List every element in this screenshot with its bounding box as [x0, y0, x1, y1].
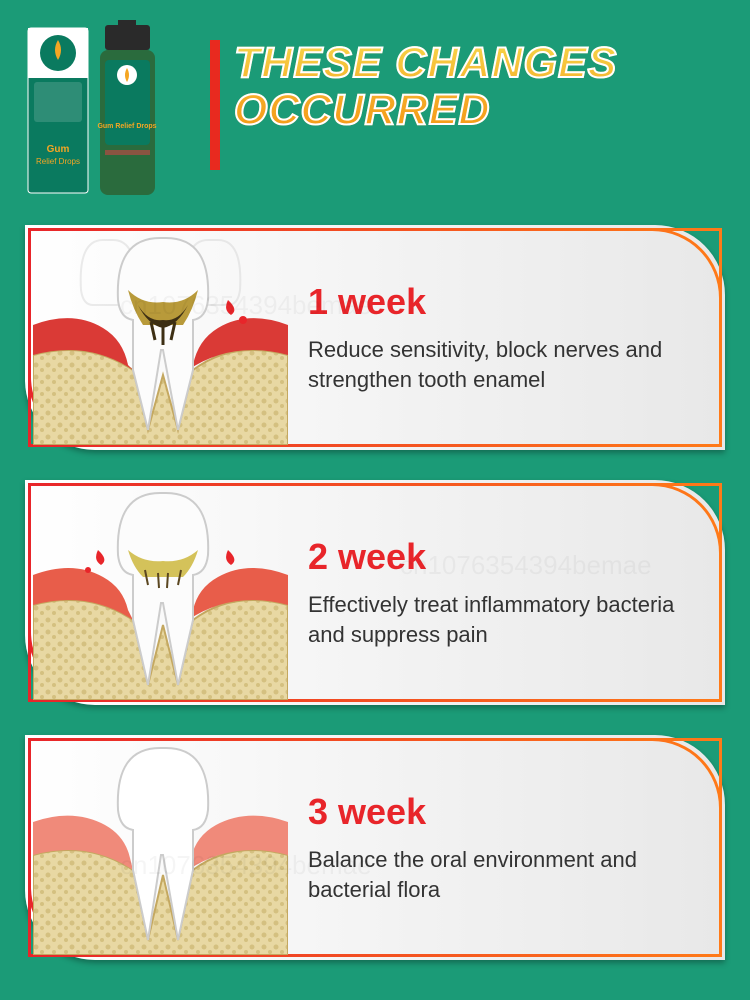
week-desc: Effectively treat inflammatory bacteria … [308, 590, 695, 649]
tooth-diagram-week1 [33, 230, 288, 445]
week-title: 1 week [308, 281, 695, 323]
title-block: THESE CHANGES OCCURRED [210, 20, 617, 170]
svg-text:Gum Relief Drops: Gum Relief Drops [97, 123, 156, 130]
week-title: 3 week [308, 791, 695, 833]
card-text: 3 week Balance the oral environment and … [308, 791, 695, 904]
page-title: THESE CHANGES OCCURRED [234, 40, 617, 170]
week-title: 2 week [308, 536, 695, 578]
week-desc: Balance the oral environment and bacteri… [308, 845, 695, 904]
week-desc: Reduce sensitivity, block nerves and str… [308, 335, 695, 394]
tooth-diagram-week2 [33, 485, 288, 700]
card-list: 1 week Reduce sensitivity, block nerves … [0, 225, 750, 960]
header: Gum Relief Drops Gum Relief Drops THESE … [0, 0, 750, 225]
box-label: Gum [47, 144, 70, 155]
box-label-2: Relief Drops [36, 157, 80, 166]
card-text: 1 week Reduce sensitivity, block nerves … [308, 281, 695, 394]
week-card: 3 week Balance the oral environment and … [25, 735, 725, 960]
title-line-2: OCCURRED [234, 86, 490, 134]
accent-bar [210, 40, 220, 170]
title-line-1: THESE CHANGES [234, 39, 617, 87]
week-card: 1 week Reduce sensitivity, block nerves … [25, 225, 725, 450]
product-image: Gum Relief Drops Gum Relief Drops [20, 20, 190, 200]
week-card: 2 week Effectively treat inflammatory ba… [25, 480, 725, 705]
card-text: 2 week Effectively treat inflammatory ba… [308, 536, 695, 649]
tooth-diagram-week3 [33, 740, 288, 955]
